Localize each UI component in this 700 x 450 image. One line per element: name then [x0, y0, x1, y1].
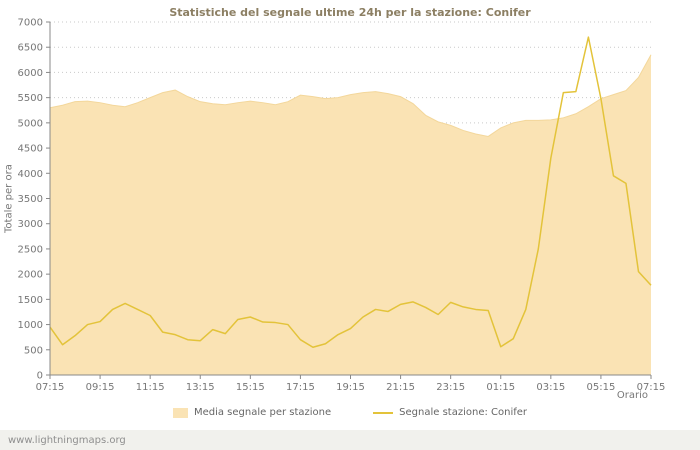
x-tick-label: 05:15 — [587, 382, 616, 393]
y-tick-label: 500 — [24, 345, 43, 356]
y-tick-label: 3000 — [18, 219, 43, 230]
y-tick-label: 5500 — [18, 93, 43, 104]
y-tick-label: 0 — [37, 371, 43, 382]
y-tick-label: 6000 — [18, 68, 43, 79]
x-tick-label: 15:15 — [236, 382, 265, 393]
y-tick-label: 5000 — [18, 118, 43, 129]
line-series-swatch — [373, 411, 394, 414]
y-tick-label: 7000 — [18, 18, 43, 29]
x-tick-label: 13:15 — [186, 382, 215, 393]
y-tick-label: 2500 — [18, 244, 43, 255]
x-tick-label: 19:15 — [336, 382, 365, 393]
x-tick-label: 07:15 — [637, 382, 666, 393]
x-tick-label: 07:15 — [36, 382, 65, 393]
x-tick-label: 17:15 — [286, 382, 315, 393]
x-tick-label: 09:15 — [86, 382, 115, 393]
x-tick-label: 21:15 — [386, 382, 415, 393]
chart-legend: Media segnale per stazione Segnale stazi… — [0, 407, 700, 418]
y-tick-label: 2000 — [18, 270, 43, 281]
chart-title: Statistiche del segnale ultime 24h per l… — [169, 6, 531, 19]
y-tick-label: 1000 — [18, 320, 43, 331]
line-series — [49, 36, 652, 349]
legend-item-line: Segnale stazione: Conifer — [373, 407, 527, 418]
x-tick-label: 11:15 — [136, 382, 165, 393]
watermark-bar: www.lightningmaps.org — [0, 430, 700, 450]
y-tick-label: 6500 — [18, 43, 43, 54]
y-tick-label: 1500 — [18, 295, 43, 306]
legend-item-area: Media segnale per stazione — [172, 407, 332, 418]
legend-label-area: Media segnale per stazione — [193, 407, 332, 418]
y-tick-label: 3500 — [18, 194, 43, 205]
watermark-text: www.lightningmaps.org — [8, 434, 126, 446]
legend-label-line: Segnale stazione: Conifer — [399, 407, 528, 418]
x-tick-label: 01:15 — [486, 382, 515, 393]
area-series — [50, 54, 651, 376]
y-tick-label: 4000 — [18, 169, 43, 180]
area-series-edge — [49, 54, 652, 138]
y-tick-label: 4500 — [18, 144, 43, 155]
area-series-swatch — [172, 407, 188, 418]
x-axis-label: Orario — [616, 390, 648, 401]
x-tick-label: 23:15 — [436, 382, 465, 393]
x-tick-label: 03:15 — [536, 382, 565, 393]
